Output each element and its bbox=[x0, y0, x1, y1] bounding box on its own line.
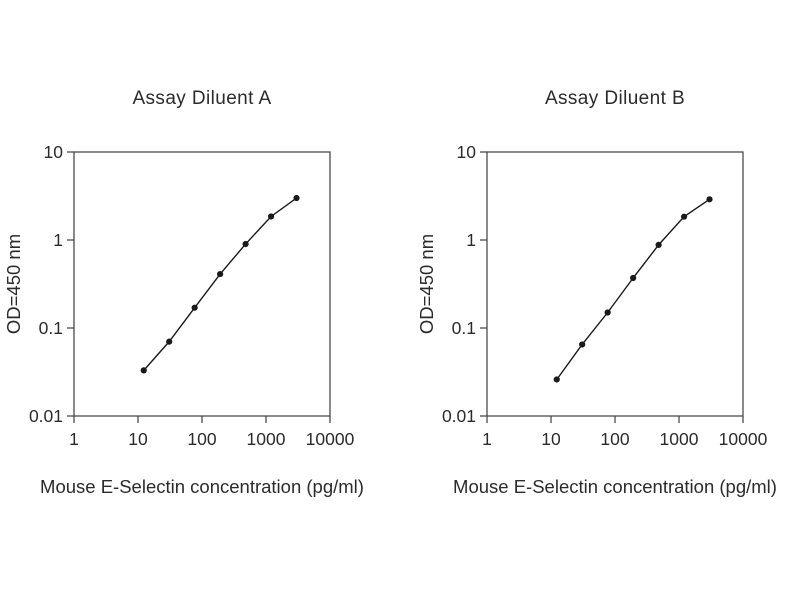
data-point-marker bbox=[553, 376, 560, 383]
data-point-marker bbox=[140, 367, 147, 374]
x-tick-label: 1000 bbox=[247, 429, 286, 449]
x-tick-label: 10 bbox=[128, 429, 148, 449]
y-tick-label: 0.01 bbox=[29, 406, 63, 426]
x-tick-label: 10 bbox=[541, 429, 561, 449]
x-tick-label: 1 bbox=[482, 429, 492, 449]
y-tick-label: 10 bbox=[44, 142, 64, 162]
data-point-marker bbox=[706, 196, 713, 203]
data-point-marker bbox=[267, 213, 275, 220]
data-point-marker bbox=[579, 341, 586, 348]
y-tick-label: 0.1 bbox=[39, 318, 63, 338]
y-tick-label: 0.01 bbox=[442, 406, 476, 426]
x-tick-label: 1000 bbox=[660, 429, 699, 449]
data-point-marker bbox=[217, 270, 224, 278]
x-tick-label: 10000 bbox=[306, 429, 355, 449]
data-point-marker bbox=[680, 213, 688, 220]
x-tick-label: 100 bbox=[187, 429, 216, 449]
x-axis-label: Mouse E-Selectin concentration (pg/ml) bbox=[453, 476, 777, 497]
data-point-marker bbox=[655, 241, 662, 248]
series-line bbox=[143, 197, 297, 371]
plot-area: 1 10 100 1000 10000 10 1 0.1 0.01 bbox=[29, 142, 355, 449]
data-point-marker bbox=[166, 338, 173, 345]
chart-title: Assay Diluent B bbox=[544, 88, 686, 109]
series-line bbox=[556, 198, 710, 380]
plot-area: 1 10 100 1000 10000 10 1 0.1 0.01 bbox=[442, 142, 768, 449]
x-tick-label: 10000 bbox=[719, 429, 768, 449]
y-tick-label: 1 bbox=[53, 230, 63, 250]
data-point-marker bbox=[293, 194, 300, 202]
x-axis-label: Mouse E-Selectin concentration (pg/ml) bbox=[40, 476, 364, 497]
y-tick-label: 1 bbox=[466, 230, 476, 250]
y-tick-label: 10 bbox=[457, 142, 477, 162]
plot-border bbox=[486, 151, 744, 417]
data-point-marker bbox=[242, 240, 249, 248]
data-point-marker bbox=[604, 309, 611, 316]
y-tick-label: 0.1 bbox=[452, 318, 476, 338]
chart-assay-diluent-a: Assay Diluent A OD=450 nm 1 10 100 1000 1000… bbox=[0, 0, 400, 560]
chart-title: Assay Diluent A bbox=[132, 88, 272, 109]
plot-border bbox=[73, 151, 331, 417]
chart-assay-diluent-b: Assay Diluent B OD=450 nm 1 10 100 1000 1000… bbox=[413, 0, 800, 560]
x-tick-label: 1 bbox=[69, 429, 79, 449]
data-point-marker bbox=[630, 274, 637, 282]
data-point-marker bbox=[191, 304, 198, 311]
x-tick-label: 100 bbox=[600, 429, 629, 449]
